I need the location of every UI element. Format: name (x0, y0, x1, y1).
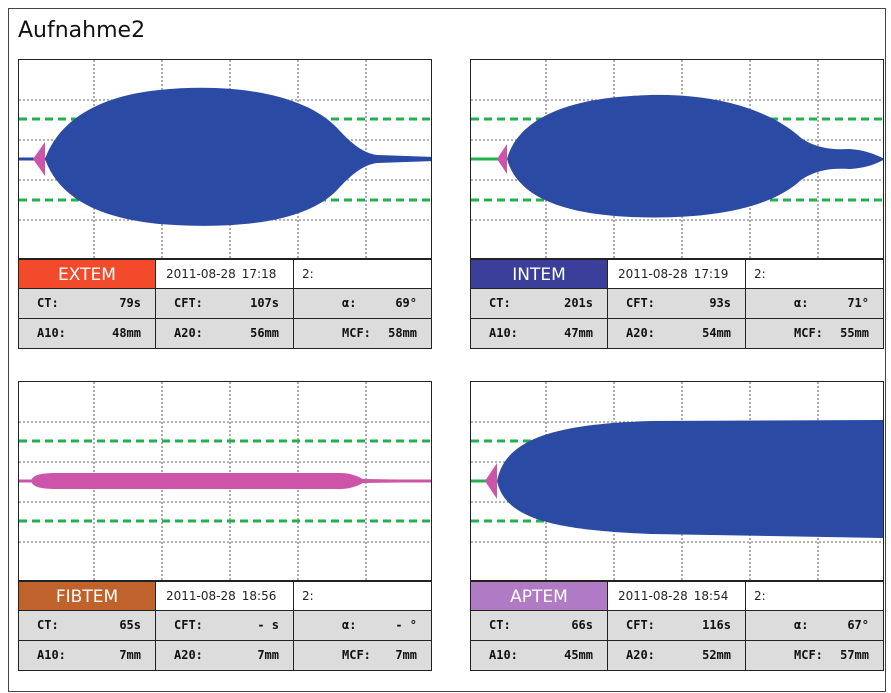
test-datetime-aptem: 2011-08-28 18:54 (608, 581, 746, 611)
trace-plot-aptem (470, 381, 884, 581)
initial-trace (497, 144, 507, 174)
param-mcf: MCF: 55mm (746, 319, 884, 349)
trace-svg-extem (19, 60, 431, 258)
test-name-aptem: APTEM (470, 581, 608, 611)
test-channel-fibtem: 2: (294, 581, 432, 611)
test-time: 18:54 (693, 589, 729, 603)
test-name-fibtem: FIBTEM (18, 581, 156, 611)
param-alpha: α: - ° (294, 611, 432, 641)
param-ct: CT: 65s (18, 611, 156, 641)
test-datetime-intem: 2011-08-28 17:19 (608, 259, 746, 289)
param-alpha: α: 67° (746, 611, 884, 641)
test-time: 17:19 (693, 267, 729, 281)
test-name-intem: INTEM (470, 259, 608, 289)
trace-svg-aptem (471, 382, 883, 580)
param-ct: CT: 79s (18, 289, 156, 319)
test-channel-extem: 2: (294, 259, 432, 289)
test-datetime-fibtem: 2011-08-28 18:56 (156, 581, 294, 611)
clot-trace (31, 473, 431, 489)
param-alpha: α: 69° (294, 289, 432, 319)
trace-plot-intem (470, 59, 884, 259)
param-alpha: α: 71° (746, 289, 884, 319)
trace-svg-fibtem (19, 382, 431, 580)
param-a10: A10: 48mm (18, 319, 156, 349)
param-a20: A20: 7mm (156, 641, 294, 671)
param-a10: A10: 47mm (470, 319, 608, 349)
param-a20: A20: 56mm (156, 319, 294, 349)
test-date: 2011-08-28 (166, 589, 236, 603)
param-a20: A20: 54mm (608, 319, 746, 349)
test-time: 18:56 (241, 589, 277, 603)
test-datetime-extem: 2011-08-28 17:18 (156, 259, 294, 289)
test-time: 17:18 (241, 267, 277, 281)
param-ct: CT: 201s (470, 289, 608, 319)
param-a10: A10: 7mm (18, 641, 156, 671)
param-mcf: MCF: 58mm (294, 319, 432, 349)
clot-trace (45, 87, 431, 226)
initial-trace (485, 463, 497, 499)
param-cft: CFT: 93s (608, 289, 746, 319)
param-ct: CT: 66s (470, 611, 608, 641)
trace-plot-extem (18, 59, 432, 259)
param-mcf: MCF: 7mm (294, 641, 432, 671)
trace-svg-intem (471, 60, 883, 258)
param-cft: CFT: 107s (156, 289, 294, 319)
initial-trace (33, 142, 45, 176)
page-title: Aufnahme2 (18, 18, 146, 43)
clot-trace (497, 420, 883, 538)
green-limit-lines (19, 439, 431, 523)
param-mcf: MCF: 57mm (746, 641, 884, 671)
param-cft: CFT: 116s (608, 611, 746, 641)
test-date: 2011-08-28 (618, 267, 688, 281)
test-channel-intem: 2: (746, 259, 884, 289)
test-channel-aptem: 2: (746, 581, 884, 611)
trace-plot-fibtem (18, 381, 432, 581)
param-a10: A10: 45mm (470, 641, 608, 671)
test-name-extem: EXTEM (18, 259, 156, 289)
clot-trace (507, 94, 883, 218)
param-cft: CFT: - s (156, 611, 294, 641)
param-a20: A20: 52mm (608, 641, 746, 671)
test-date: 2011-08-28 (618, 589, 688, 603)
test-date: 2011-08-28 (166, 267, 236, 281)
